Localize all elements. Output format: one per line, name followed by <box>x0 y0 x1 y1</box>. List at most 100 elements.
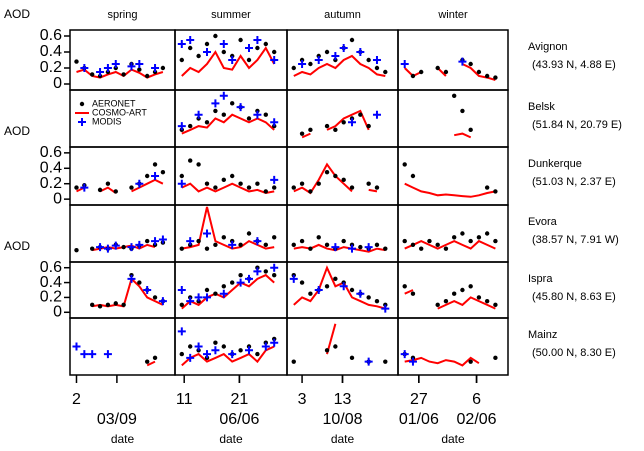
aeronet-dot <box>493 238 498 244</box>
aeronet-dot <box>349 287 355 293</box>
panel-frame <box>286 261 399 319</box>
aeronet-dot <box>493 302 498 308</box>
modis-plus <box>111 241 120 250</box>
panel-frame <box>397 261 509 319</box>
aeronet-dot <box>263 242 268 248</box>
modis-plus <box>270 118 279 127</box>
x-tick-label: 3 <box>298 391 307 408</box>
aeronet-dot <box>476 235 482 240</box>
aeronet-dot <box>129 185 134 190</box>
aeronet-dot <box>230 173 235 179</box>
modis-plus <box>253 237 262 246</box>
aeronet-dot <box>179 173 184 179</box>
aeronet-dot <box>476 295 482 300</box>
modis-plus <box>127 243 136 252</box>
modis-plus <box>103 64 112 72</box>
modis-plus <box>135 240 144 249</box>
x-axis-label: date <box>441 432 465 446</box>
modis-plus <box>270 338 279 347</box>
legend-label: AERONET <box>92 98 136 108</box>
aeronet-dot <box>263 41 268 47</box>
aeronet-dot <box>374 185 380 190</box>
aeronet-dot <box>179 351 184 357</box>
aeronet-dot <box>451 291 457 296</box>
panel-frame <box>397 204 509 263</box>
x-tick-label: 27 <box>410 391 428 408</box>
aeronet-dot <box>383 246 388 251</box>
modis-plus <box>458 57 467 66</box>
aeronet-dot <box>263 189 268 194</box>
aeronet-dot <box>152 162 158 167</box>
panel-frame <box>397 29 509 91</box>
y-tick-label: 0 <box>53 190 62 207</box>
aeronet-dot <box>324 348 330 353</box>
cosmo-line <box>181 182 275 195</box>
panel-frame <box>174 89 288 148</box>
station-coords: (43.93 N, 4.88 E) <box>532 59 616 71</box>
modis-plus <box>151 172 160 180</box>
x-axis-label: date <box>219 432 243 446</box>
aeronet-dot <box>435 65 440 71</box>
aeronet-dot <box>90 72 95 77</box>
aeronet-dot <box>402 238 407 244</box>
panel-frame <box>69 146 176 206</box>
y-tick-label: 0.4 <box>40 160 62 177</box>
cosmo-line <box>404 239 496 250</box>
modis-plus <box>219 40 228 48</box>
aeronet-dot <box>97 187 103 193</box>
aeronet-dot <box>246 231 252 236</box>
modis-plus <box>127 274 136 283</box>
aeronet-dot <box>333 344 338 349</box>
modis-plus <box>245 346 253 355</box>
station-name: Avignon <box>528 41 568 53</box>
modis-plus <box>298 60 307 68</box>
modis-plus <box>400 350 409 359</box>
modis-plus <box>339 44 348 52</box>
aeronet-dot <box>255 45 260 51</box>
modis-plus <box>253 110 262 119</box>
aeronet-dot <box>137 67 142 72</box>
season-title: autumn <box>324 9 361 21</box>
aeronet-dot <box>221 344 226 349</box>
aeronet-dot <box>484 298 490 304</box>
cosmo-line <box>76 68 164 79</box>
aeronet-dot <box>333 173 338 179</box>
modis-plus <box>348 244 357 253</box>
aeronet-dot <box>144 73 150 79</box>
y-tick-label: 0.4 <box>40 43 62 60</box>
aeronet-dot <box>160 65 166 71</box>
panel-frame <box>69 29 176 91</box>
season-title: spring <box>108 9 138 21</box>
aeronet-dot <box>316 235 321 240</box>
aeronet-dot <box>484 185 490 190</box>
modis-plus <box>177 122 186 131</box>
aeronet-dot <box>324 242 330 248</box>
legend-swatch <box>78 118 86 126</box>
modis-plus <box>314 286 323 294</box>
aeronet-dot <box>255 181 260 186</box>
y-tick-label: 0.6 <box>40 144 62 161</box>
modis-plus <box>236 103 245 112</box>
modis-plus <box>236 278 245 287</box>
aeronet-dot <box>383 69 388 75</box>
cosmo-line <box>293 54 386 77</box>
aeronet-dot <box>341 238 346 244</box>
aeronet-dot <box>204 287 210 293</box>
aeronet-dot <box>272 272 277 278</box>
aeronet-dot <box>349 355 355 361</box>
aeronet-dot <box>410 73 416 79</box>
modis-plus <box>331 243 340 252</box>
y-tick-label: 0 <box>53 75 62 92</box>
aeronet-dot <box>383 359 388 364</box>
aeronet-dot <box>74 185 79 190</box>
modis-plus <box>203 350 211 359</box>
aeronet-dot <box>246 57 252 63</box>
aeronet-dot <box>213 185 218 190</box>
aeronet-dot <box>160 169 166 175</box>
modis-plus <box>270 56 279 64</box>
modis-plus <box>96 243 105 252</box>
modis-plus <box>194 293 203 302</box>
aeronet-dot <box>324 49 330 55</box>
aeronet-dot <box>299 131 305 136</box>
